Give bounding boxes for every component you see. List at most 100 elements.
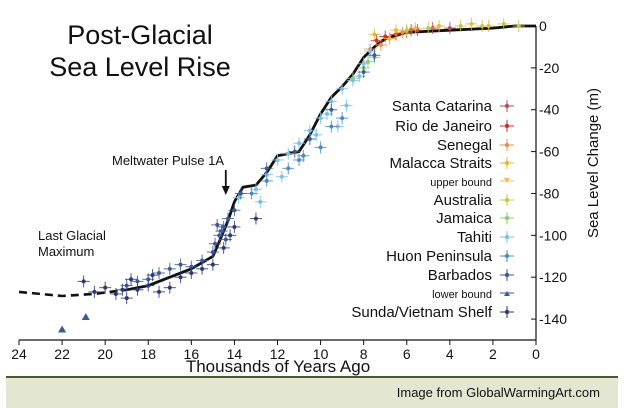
legend-marker-dot (504, 309, 510, 315)
data-point (157, 289, 162, 294)
data-point (393, 28, 398, 33)
data-point (213, 241, 218, 246)
data-point (361, 70, 366, 75)
data-point (335, 124, 340, 129)
data-point (167, 285, 172, 290)
data-point (81, 279, 86, 284)
legend-marker-dot (504, 197, 510, 203)
image-credit: Image from GlobalWarmingArt.com (396, 385, 600, 400)
titles: Thousands of Years Ago Sea Level Change (… (49, 20, 602, 376)
data-point (516, 24, 521, 28)
data-point (253, 216, 258, 221)
data-point (275, 157, 280, 162)
data-point (437, 24, 442, 28)
data-point (413, 26, 418, 31)
y-tick-label: -20 (539, 60, 559, 76)
series-australia (400, 17, 525, 37)
x-tick-label: 24 (11, 346, 27, 362)
x-tick-label: 20 (97, 346, 113, 362)
data-point (264, 166, 269, 171)
legend-item: lower bound (432, 289, 514, 301)
credit-bar: Image from GlobalWarmingArt.com (6, 376, 618, 408)
legend-item: upper bound (430, 177, 514, 189)
data-point (264, 178, 269, 183)
legend-label: Sunda/Vietnam Shelf (351, 304, 492, 321)
legend-label: Santa Catarina (392, 98, 493, 115)
legend-marker-dot (504, 123, 510, 129)
data-point (221, 245, 226, 250)
data-point (374, 38, 379, 43)
data-point (426, 26, 431, 31)
data-point (501, 21, 506, 26)
data-point (113, 291, 118, 296)
chart-title-line-2: Sea Level Rise (49, 52, 231, 82)
legend-label: Jamaica (436, 210, 493, 227)
data-point (297, 141, 302, 146)
data-point (124, 283, 129, 288)
legend-item: Santa Catarina (392, 98, 514, 115)
legend-marker-dot (504, 160, 510, 166)
x-tick-label: 10 (313, 346, 329, 362)
data-point (92, 289, 97, 294)
data-point-lower-bound (58, 325, 67, 333)
data-point (178, 262, 183, 267)
data-point (210, 262, 215, 267)
data-point (297, 157, 302, 162)
data-point (314, 132, 319, 137)
legend-label: upper bound (430, 177, 492, 189)
data-point-lower-bound (81, 312, 90, 320)
data-point (486, 24, 491, 28)
data-point (325, 111, 330, 116)
data-point (400, 30, 405, 35)
data-point (383, 34, 388, 39)
legend-marker-arrow (504, 291, 510, 296)
data-point (215, 222, 220, 227)
annotation-arrow-head (221, 186, 230, 195)
data-point (368, 49, 373, 54)
y-tick-label: -140 (539, 311, 567, 327)
legend-label: Tahiti (457, 229, 492, 246)
data-point (135, 279, 140, 284)
data-point (146, 283, 151, 288)
series-huon-peninsula (245, 112, 349, 200)
trend-line-extrapolated (18, 288, 127, 298)
data-point (223, 237, 228, 242)
x-tick-label: 4 (446, 346, 454, 362)
data-point (344, 103, 349, 108)
legend-item: Tahiti (457, 229, 514, 246)
y-tick-label: -60 (539, 144, 559, 160)
data-point (146, 277, 151, 282)
data-point (292, 149, 297, 154)
data-point (404, 28, 409, 33)
series-sunda-vietnam-shelf (77, 212, 262, 305)
data-point (135, 287, 140, 292)
data-point (236, 195, 241, 200)
data-point (318, 116, 323, 121)
data-point (120, 287, 125, 292)
y-tick-label: -80 (539, 185, 559, 201)
data-point (469, 21, 474, 26)
legend-item: Senegal (437, 137, 514, 154)
legend-marker-dot (504, 103, 510, 109)
series-lower-bound (58, 312, 90, 333)
data-point (307, 137, 312, 142)
data-point (372, 32, 377, 37)
data-point (167, 266, 172, 271)
data-point (253, 187, 258, 192)
annotation-meltwater-pulse: Meltwater Pulse 1A (112, 153, 224, 168)
legend-label: Malacca Straits (389, 155, 492, 172)
data-point (200, 258, 205, 263)
axes: 24 22 20 18 16 14 12 10 8 6 4 2 00-20-40-60-80-100-1… (11, 18, 567, 362)
chart-title: Post-Glacial Sea Level Rise (49, 20, 231, 82)
data-point (480, 24, 485, 28)
data-point (329, 107, 334, 112)
data-point (447, 26, 452, 31)
data-point (103, 285, 108, 290)
x-tick-label: 12 (270, 346, 286, 362)
data-point (340, 116, 345, 121)
data-point (329, 124, 334, 129)
legend-item: Australia (434, 192, 514, 209)
legend-marker-dot (504, 272, 510, 278)
legend-item: Barbados (428, 267, 514, 284)
